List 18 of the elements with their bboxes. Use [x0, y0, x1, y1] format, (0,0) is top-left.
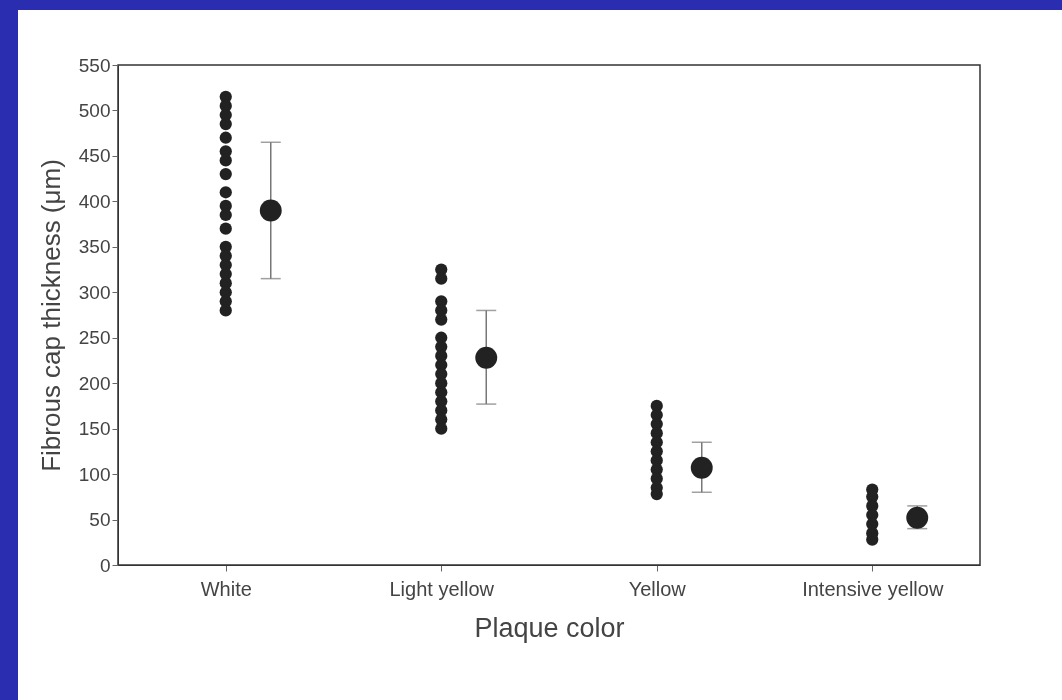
- y-tick-label: 550: [78, 54, 111, 76]
- y-tick-label: 0: [99, 554, 111, 576]
- x-tick-label: Light yellow: [389, 577, 495, 600]
- x-tick-label: Yellow: [628, 577, 687, 600]
- y-tick-label: 200: [78, 372, 111, 394]
- y-tick-label: 150: [78, 418, 111, 440]
- y-tick-label: 400: [78, 190, 111, 212]
- y-tick-label: 250: [78, 327, 111, 349]
- y-tick-label: 50: [89, 509, 111, 531]
- y-tick-label: 100: [78, 463, 111, 485]
- y-tick-label: 300: [78, 281, 111, 303]
- y-tick-label: 350: [78, 236, 111, 258]
- x-tick-label: White: [200, 577, 252, 600]
- x-tick-label: Intensive yellow: [802, 577, 944, 600]
- y-tick-label: 500: [78, 99, 111, 121]
- x-axis-title: Plaque color: [474, 612, 625, 643]
- y-axis-title: Fibrous cap thickness (μm): [35, 159, 66, 472]
- y-tick-label: 450: [78, 145, 111, 167]
